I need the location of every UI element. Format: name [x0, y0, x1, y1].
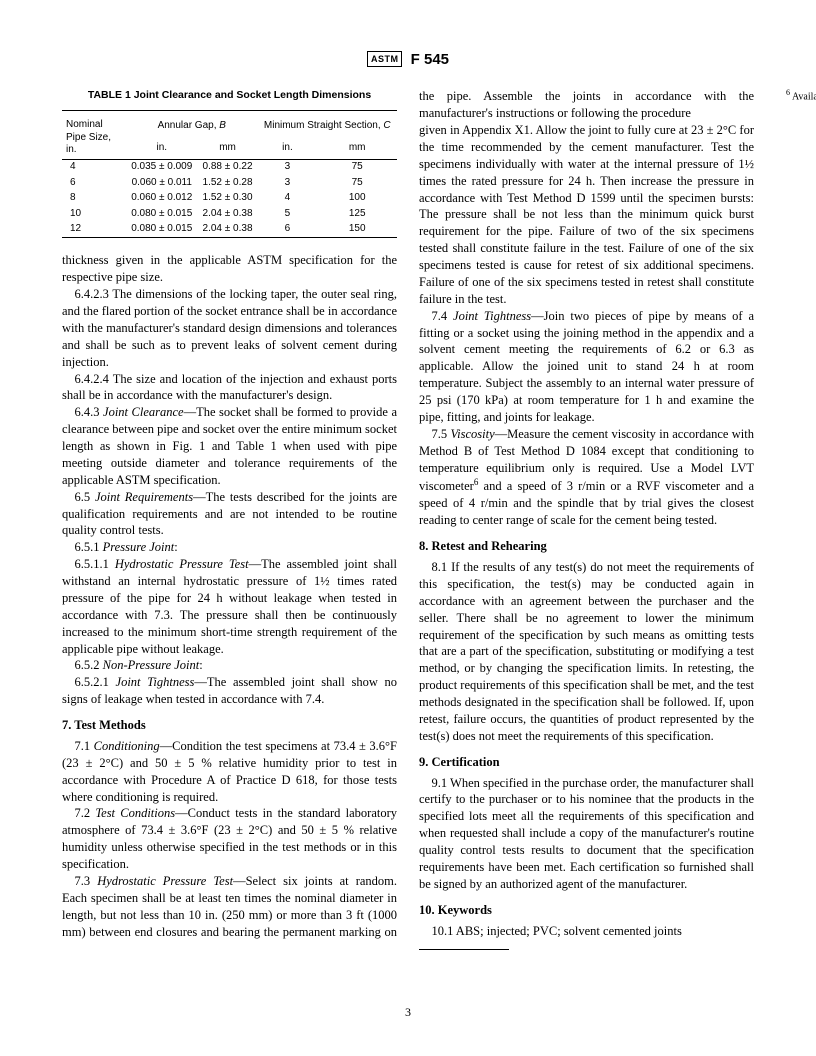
para-7-1: 7.1 Conditioning—Condition the test spec…: [62, 738, 397, 806]
heading-7: 7. Test Methods: [62, 717, 397, 734]
table-row: 100.080 ± 0.0152.04 ± 0.385125: [62, 206, 397, 222]
para-7-4: 7.4 Joint Tightness—Join two pieces of p…: [419, 308, 754, 426]
sub-c-in: in.: [258, 138, 318, 160]
para-6-4-2-3: 6.4.2.3 The dimensions of the locking ta…: [62, 286, 397, 370]
sub-gap-in: in.: [126, 138, 198, 160]
designation-number: F 545: [411, 51, 449, 68]
page-number: 3: [0, 1004, 816, 1020]
table-1-title: TABLE 1 Joint Clearance and Socket Lengt…: [62, 88, 397, 102]
para-10-1: 10.1 ABS; injected; PVC; solvent cemente…: [419, 923, 754, 940]
col-nominal-size: Nominal Pipe Size, in.: [62, 111, 126, 160]
para-6-5-2: 6.5.2 Non-Pressure Joint:: [62, 657, 397, 674]
heading-9: 9. Certification: [419, 754, 754, 771]
para-9-1: 9.1 When specified in the purchase order…: [419, 775, 754, 893]
heading-10: 10. Keywords: [419, 902, 754, 919]
running-header: ASTM F 545: [0, 0, 816, 88]
para-6-4-2-4: 6.4.2.4 The size and location of the inj…: [62, 371, 397, 405]
para-7-3b: given in Appendix X1. Allow the joint to…: [419, 122, 754, 308]
table-1: TABLE 1 Joint Clearance and Socket Lengt…: [62, 88, 397, 238]
para-6-5-2-1: 6.5.2.1 Joint Tightness—The assembled jo…: [62, 674, 397, 708]
table-row: 120.080 ± 0.0152.04 ± 0.386150: [62, 222, 397, 238]
col-min-straight: Minimum Straight Section, C: [258, 111, 397, 138]
col-annular-gap: Annular Gap, B: [126, 111, 258, 138]
table-1-grid: Nominal Pipe Size, in. Annular Gap, B Mi…: [62, 110, 397, 238]
para-7-5: 7.5 Viscosity—Measure the cement viscosi…: [419, 426, 754, 529]
table-row: 60.060 ± 0.0111.52 ± 0.28375: [62, 175, 397, 191]
table-row: 80.060 ± 0.0121.52 ± 0.304100: [62, 191, 397, 207]
para-7-2: 7.2 Test Conditions—Conduct tests in the…: [62, 805, 397, 873]
footnote-6: 6 Available from Brookfield Engineering …: [776, 88, 816, 103]
para-6-5-1-1: 6.5.1.1 Hydrostatic Pressure Test—The as…: [62, 556, 397, 657]
para-8-1: 8.1 If the results of any test(s) do not…: [419, 559, 754, 745]
para-6-4-3: 6.4.3 Joint Clearance—The socket shall b…: [62, 404, 397, 488]
body-columns: TABLE 1 Joint Clearance and Socket Lengt…: [0, 88, 816, 968]
footnote-rule: [419, 949, 509, 950]
heading-8: 8. Retest and Rehearing: [419, 538, 754, 555]
para-thickness: thickness given in the applicable ASTM s…: [62, 252, 397, 286]
para-6-5-1: 6.5.1 Pressure Joint:: [62, 539, 397, 556]
table-row: 40.035 ± 0.0090.88 ± 0.22375: [62, 159, 397, 175]
para-6-5: 6.5 Joint Requirements—The tests describ…: [62, 489, 397, 540]
astm-logo-icon: ASTM: [367, 51, 403, 67]
sub-gap-mm: mm: [198, 138, 258, 160]
sub-c-mm: mm: [317, 138, 397, 160]
